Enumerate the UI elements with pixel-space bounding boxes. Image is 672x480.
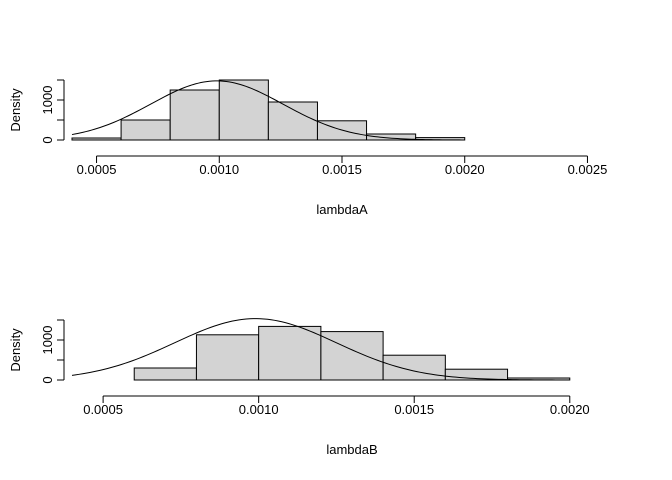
y-axis-title: Density — [8, 328, 23, 372]
histogram-bar — [382, 354, 446, 381]
histogram-panel-lambdaA: 0.0005 0.0010 0.0015 0.0020 0.0025 0 1000 lambd… — [8, 79, 608, 217]
histogram-bar — [258, 325, 322, 381]
histogram-bar — [366, 133, 417, 141]
x-axis-title: lambdaA — [316, 202, 368, 217]
histogram-bar — [71, 137, 122, 141]
y-tick-label: 0 — [40, 136, 55, 143]
density-curve — [71, 80, 465, 141]
histogram-bar — [218, 79, 269, 141]
y-tick-label: 1000 — [40, 326, 55, 355]
y-tick-label: 0 — [40, 376, 55, 383]
x-tick-label: 0.0015 — [394, 402, 434, 417]
y-axis-title: Density — [8, 88, 23, 132]
histogram-bar — [444, 368, 509, 381]
x-tick-label: 0.0025 — [568, 162, 608, 177]
x-tick-label: 0.0010 — [239, 402, 279, 417]
x-tick-label: 0.0020 — [445, 162, 485, 177]
histogram-panel-lambdaB: 0.0005 0.0010 0.0015 0.0020 0 1000 lambdaB Dens… — [8, 318, 590, 457]
x-tick-label: 0.0005 — [77, 162, 117, 177]
x-tick-label: 0.0005 — [83, 402, 123, 417]
x-tick-label: 0.0010 — [199, 162, 239, 177]
histogram-bar — [120, 119, 171, 141]
density-curve — [71, 318, 570, 381]
x-axis-title: lambdaB — [326, 442, 377, 457]
histogram-bar — [133, 367, 197, 381]
histogram-bar — [169, 89, 220, 141]
histogram-bar — [195, 334, 260, 381]
x-tick-label: 0.0015 — [322, 162, 362, 177]
histogram-bar — [267, 101, 318, 141]
histogram-bar — [320, 331, 384, 381]
x-tick-label: 0.0020 — [550, 402, 590, 417]
y-tick-label: 1000 — [40, 86, 55, 115]
